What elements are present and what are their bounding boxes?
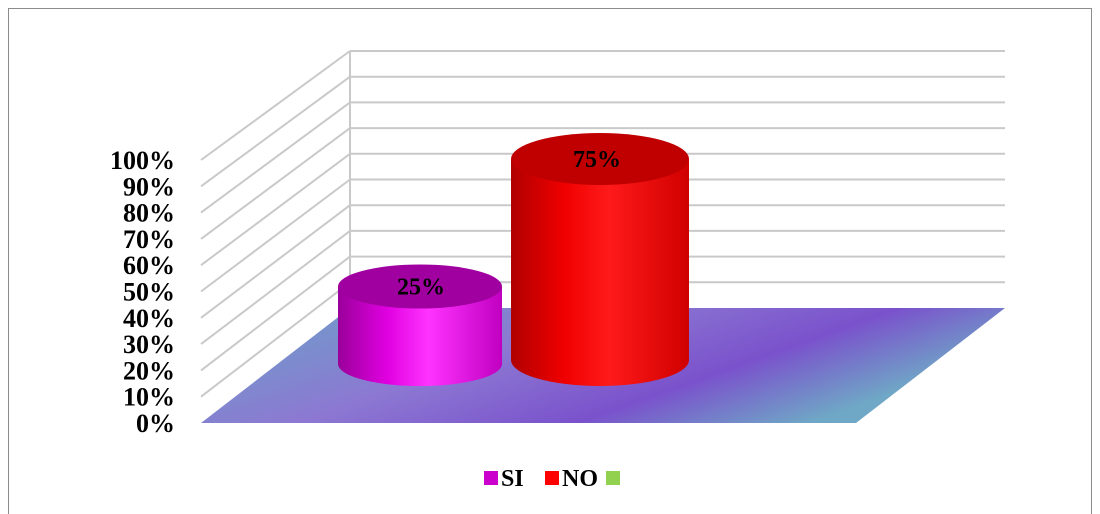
cylinder-body <box>338 286 502 386</box>
cylinder-body <box>511 159 689 386</box>
y-tick-label: 70% <box>123 225 175 254</box>
y-tick-label: 100% <box>110 146 175 175</box>
data-labels: 25% 75% <box>397 147 621 301</box>
cylinder-top <box>338 264 502 309</box>
legend: SI NO <box>484 466 620 492</box>
bar-no <box>511 133 689 386</box>
y-tick-label: 30% <box>123 330 175 359</box>
gridline-diagonal <box>200 230 351 345</box>
y-tick-label: 50% <box>123 278 175 307</box>
gridline-diagonal <box>200 281 351 398</box>
legend-label: SI <box>501 466 524 492</box>
data-label: 25% <box>397 275 445 301</box>
legend-item: NO <box>545 466 598 492</box>
y-tick-label: 40% <box>123 304 175 333</box>
legend-swatch <box>606 471 620 485</box>
gridline-diagonal <box>200 75 351 188</box>
cylinder-top <box>511 133 689 185</box>
bar-si <box>338 264 502 386</box>
gridline-diagonal <box>200 127 351 240</box>
legend-item <box>606 471 620 485</box>
legend-item: SI <box>484 466 524 492</box>
gridline-diagonal <box>200 204 351 319</box>
bars <box>338 133 689 386</box>
data-label: 75% <box>573 147 621 173</box>
y-tick-label: 10% <box>123 383 175 412</box>
y-axis-ticks: 0%10%20%30%40%50%60%70%80%90%100% <box>110 146 175 438</box>
gridline-diagonal <box>200 178 351 293</box>
y-tick-label: 20% <box>123 356 175 385</box>
y-tick-label: 0% <box>136 409 175 438</box>
y-tick-label: 60% <box>123 251 175 280</box>
legend-swatch <box>545 471 559 485</box>
gridline-diagonal <box>200 101 351 214</box>
legend-swatch <box>484 471 498 485</box>
legend-label: NO <box>562 466 598 492</box>
y-tick-label: 90% <box>123 172 175 201</box>
y-tick-label: 80% <box>123 199 175 228</box>
gridline-diagonal <box>200 255 351 372</box>
gridline-diagonal <box>200 152 351 267</box>
gridline-diagonal <box>200 50 351 161</box>
